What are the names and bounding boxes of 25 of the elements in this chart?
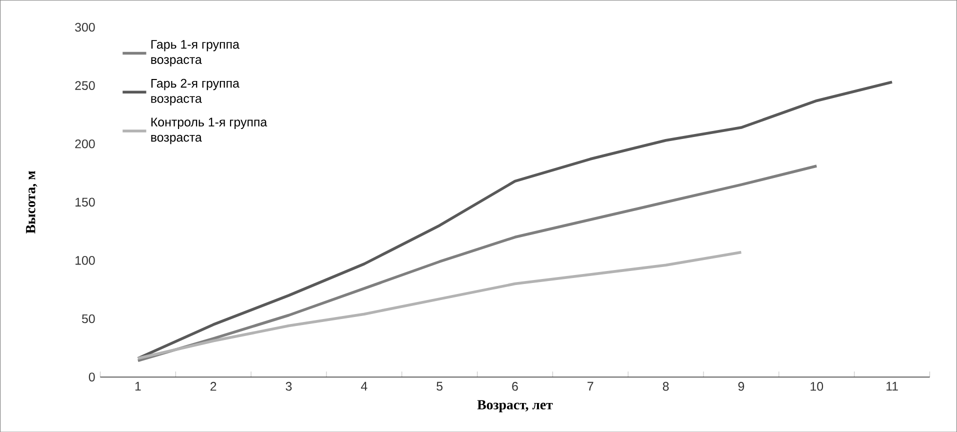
x-tick-label: 2	[210, 382, 216, 390]
x-tick-label: 3	[286, 382, 292, 391]
x-tick-label: 5	[436, 382, 443, 390]
legend-label: Гарь 1-я группа возраста	[151, 40, 240, 66]
x-axis-title: Возраст, лет	[477, 400, 553, 412]
y-tick-label: 150	[76, 198, 95, 206]
x-tick-label: 10	[810, 382, 824, 391]
x-tick-label: 1	[135, 382, 141, 390]
y-tick-label: 200	[75, 139, 95, 148]
y-tick-label: 300	[75, 22, 95, 32]
y-tick-label: 0	[88, 372, 95, 382]
x-tick-label: 6	[512, 382, 518, 391]
y-axis-title: Высота, м	[26, 170, 38, 234]
x-tick-label: 4	[360, 382, 368, 390]
y-tick-label: 250	[75, 81, 95, 90]
line-series	[136, 250, 743, 360]
legend-label: Гарь 2-я группа возраста	[151, 78, 240, 106]
x-tick-label: 9	[738, 382, 744, 391]
y-tick-label: 100	[76, 256, 95, 265]
line-series	[136, 80, 894, 360]
x-tick-label: 8	[662, 382, 669, 391]
x-tick-label: 7	[588, 382, 594, 390]
y-tick-label: 50	[82, 314, 95, 324]
x-tick-label: 11	[886, 382, 898, 390]
legend-label: Контроль 1-я группа возраста	[151, 118, 268, 144]
